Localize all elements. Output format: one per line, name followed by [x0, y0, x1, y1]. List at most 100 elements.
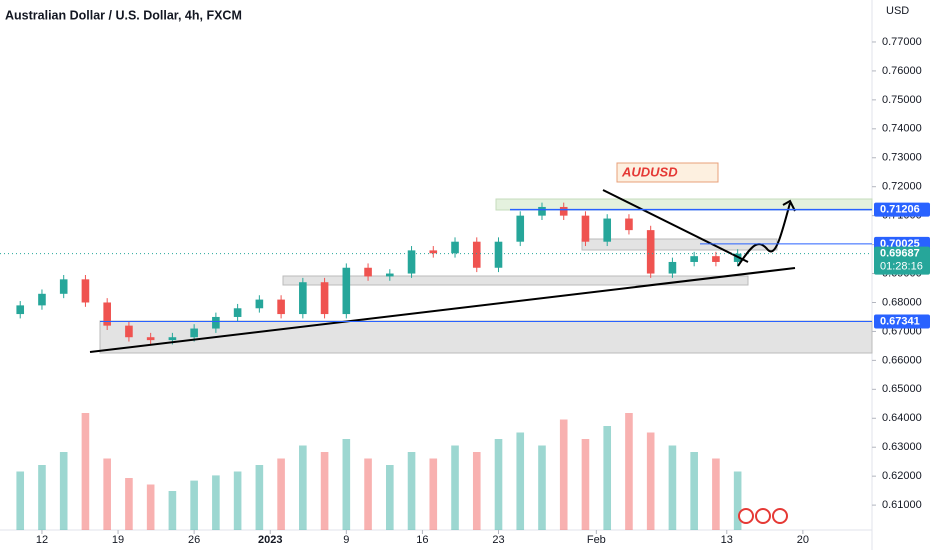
x-tick-label: 23 [492, 534, 504, 546]
candle-body [668, 261, 677, 274]
candle-body [190, 328, 198, 338]
volume-bar [385, 465, 394, 530]
candle-body [59, 279, 68, 294]
x-tick-label: 2023 [258, 534, 282, 546]
x-tick-label: 20 [797, 534, 809, 546]
candle-body [429, 250, 438, 254]
volume-bar [255, 465, 264, 530]
last-price-label: 0.69687 [880, 248, 920, 260]
level-label: 0.67341 [880, 315, 920, 327]
volume-bar [16, 471, 25, 530]
candle-body [603, 218, 612, 242]
candle-body [233, 308, 242, 317]
candle-body [364, 267, 372, 277]
chart-title: Australian Dollar / U.S. Dollar, 4h, FXC… [5, 8, 242, 22]
volume-bar [364, 458, 372, 530]
volume-bar [603, 426, 612, 530]
volume-bar [494, 439, 503, 530]
candle-body [559, 206, 568, 216]
y-tick-label: 0.64000 [882, 412, 922, 424]
event-icon [738, 508, 754, 524]
volume-bar [429, 458, 438, 530]
volume-bar [277, 458, 285, 530]
candle-body [16, 305, 25, 315]
y-tick-label: 0.61000 [882, 499, 922, 511]
volume-bar [559, 419, 568, 530]
y-tick-label: 0.65000 [882, 383, 922, 395]
y-tick-label: 0.73000 [882, 152, 922, 164]
volume-bar [646, 432, 655, 530]
volume-bar [59, 452, 68, 530]
candle-body [581, 215, 590, 242]
annotation-box [616, 162, 719, 183]
volume-bar [320, 452, 329, 530]
candle-body [385, 273, 394, 277]
x-tick-label: 12 [36, 534, 48, 546]
candle-body [103, 302, 111, 326]
candle-body [255, 299, 264, 309]
candle-body [407, 250, 416, 274]
candle-body [516, 215, 525, 242]
x-tick-label: Feb [587, 534, 606, 546]
candle-body [299, 282, 307, 315]
level-tag [874, 202, 930, 217]
candle-body [625, 218, 633, 231]
zone [99, 320, 873, 354]
x-tick-label: 26 [188, 534, 200, 546]
volume-bar [168, 491, 177, 530]
event-icons [738, 508, 788, 524]
annotation: AUDUSD [621, 164, 678, 179]
candle-body [690, 256, 698, 262]
level-label: 0.71206 [880, 204, 920, 216]
volume-bar [733, 471, 742, 530]
volume-bar [125, 478, 133, 530]
x-tick-label: 16 [416, 534, 428, 546]
volume-layer [16, 413, 742, 530]
candle-body [277, 299, 285, 315]
level-tag [874, 314, 930, 329]
volume-bar [451, 445, 459, 530]
candle-body [451, 241, 459, 254]
x-tick-label: 19 [112, 534, 124, 546]
volume-bar [712, 458, 720, 530]
y-tick-label: 0.77000 [882, 36, 922, 48]
zone [282, 275, 749, 286]
volume-bar [516, 432, 525, 530]
volume-bar [146, 484, 155, 530]
volume-bar [233, 471, 242, 530]
volume-bar [103, 458, 111, 530]
volume-bar [538, 445, 546, 530]
trend-line [89, 267, 796, 353]
volume-bar [342, 439, 351, 530]
event-icon [755, 508, 771, 524]
x-tick-label: 13 [721, 534, 733, 546]
projection-arrow [737, 199, 796, 267]
volume-bar [668, 445, 677, 530]
y-tick-label: 0.62000 [882, 470, 922, 482]
y-tick-label: 0.63000 [882, 441, 922, 453]
volume-bar [690, 452, 698, 530]
y-tick-label: 0.74000 [882, 123, 922, 135]
candle-body [212, 316, 220, 329]
candle-body [320, 282, 329, 315]
candle-body [81, 279, 90, 303]
zone [495, 198, 873, 211]
volume-bar [190, 480, 198, 530]
candle-body [168, 337, 177, 341]
y-tick-label: 0.72000 [882, 181, 922, 193]
volume-bar [472, 452, 481, 530]
candle-body [538, 206, 546, 216]
event-icon [772, 508, 788, 524]
volume-bar [625, 413, 633, 530]
y-tick-label: 0.68000 [882, 296, 922, 308]
volume-bar [38, 465, 46, 530]
candle-body [125, 325, 133, 338]
zone [581, 238, 778, 251]
candle-body [342, 267, 351, 315]
candle-body [494, 241, 503, 268]
candle-body [712, 256, 720, 262]
volume-bar [299, 445, 307, 530]
last-price-tag [874, 246, 930, 275]
x-tick-label: 9 [343, 534, 349, 546]
